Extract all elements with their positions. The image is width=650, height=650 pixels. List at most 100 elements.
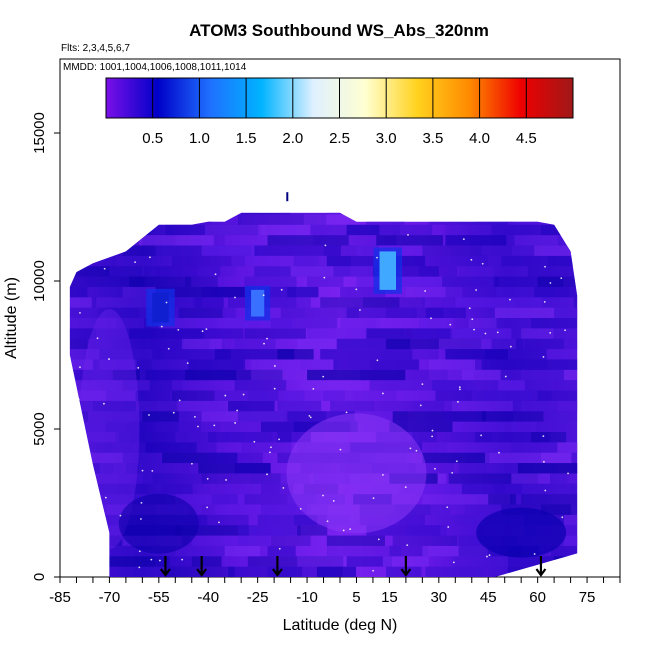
heatmap-cell [537,276,578,287]
heatmap-cell [96,442,134,453]
heatmap-cell [554,556,578,567]
sample-dot [563,567,566,569]
heatmap-cell [260,483,294,495]
heatmap-cell [307,369,406,381]
sample-dot [278,547,281,550]
heatmap-cell [148,338,184,350]
heatmap-cell [346,307,444,318]
heatmap-cell [119,473,154,484]
heatmap-cell [320,349,413,360]
heatmap-cell [445,286,496,298]
heatmap-cell [290,266,368,277]
heatmap-cell [152,473,208,484]
colorbar-tick-label: 3.0 [376,130,397,147]
heatmap-cell [172,255,245,267]
heatmap-cell [300,359,339,370]
heatmap-cell [96,297,193,308]
arrow-marker [196,556,208,577]
x-tick-label: -40 [197,589,219,606]
heatmap-cell [162,452,238,464]
colorbar-tick-label: 1.0 [189,130,210,147]
y-tick-label: 15000 [31,112,48,154]
heatmap-cell [452,556,546,567]
sample-dot [167,347,170,350]
heatmap-cell [445,224,514,236]
sample-dot [542,356,545,358]
heatmap-cell [69,307,98,318]
heatmap-cell [277,349,314,360]
heatmap-cell [106,307,133,318]
heatmap-cell [155,266,221,277]
sample-dot [299,507,302,510]
heatmap-cell [204,224,267,236]
heatmap-cell [214,349,295,360]
sample-dot [372,569,375,572]
heatmap-cell [458,545,521,557]
sample-dot [280,288,283,291]
heatmap-cell [461,483,522,495]
heatmap-cell [198,514,249,526]
heatmap-cell [372,400,445,412]
heatmap-cell [323,245,379,256]
heatmap-cell [92,494,153,505]
sample-dot [138,566,141,569]
sample-dot [77,398,80,401]
heatmap-cell [564,338,578,350]
sample-dot [78,422,81,424]
heatmap-cell [379,224,433,236]
heatmap-cell [165,224,259,236]
sample-dot [421,383,424,386]
heatmap-cell [422,494,511,505]
heatmap-cell [514,235,558,246]
heatmap-cell [405,525,447,536]
heatmap-cell [267,235,349,246]
heatmap-cell [494,307,578,318]
heatmap-cell [448,473,538,484]
heatmap-cell [218,318,292,329]
heatmap-cell [99,566,159,577]
heatmap-cell [69,245,105,256]
heatmap-cell [577,328,650,338]
heatmap-cell [432,380,476,391]
heatmap-cell [69,390,136,401]
heatmap-cell [188,359,246,370]
x-tick-label: -10 [296,589,318,606]
sample-dot [332,499,335,502]
sample-dot [274,365,276,367]
high-value-patch [251,289,265,317]
sample-dot [409,447,412,450]
sample-dot [308,415,311,417]
heatmap-cell [547,212,578,215]
sample-dot [253,440,256,443]
heatmap-cell [580,277,650,287]
heatmap-cell [402,483,494,495]
heatmap-cell [389,545,428,557]
sample-dot [549,331,552,334]
heatmap-cell [116,318,151,329]
heatmap-cell [286,413,427,534]
heatmap-cell [402,442,447,453]
heatmap-cell [260,504,328,515]
heatmap-cell [316,566,357,577]
heatmap-cell [491,224,578,236]
heatmap-cell [99,463,127,474]
sample-dot [140,518,142,520]
heatmap-cell [201,245,264,256]
sample-dot [159,559,161,562]
sample-dot [119,514,122,517]
sample-dot [134,261,137,264]
heatmap-cell [419,318,451,329]
heatmap-cell [376,318,454,329]
heatmap-cell [452,400,513,412]
sample-dot [434,467,436,470]
sample-dot [471,318,474,321]
heatmap-cell [577,214,611,224]
heatmap-cell [564,369,578,381]
heatmap-cell [405,286,463,298]
heatmap-cell [471,390,552,401]
top-marker [286,192,289,202]
sample-dot [224,394,227,397]
sample-dot [278,438,280,441]
arrow-marker [272,556,283,577]
sample-dot [498,451,500,454]
